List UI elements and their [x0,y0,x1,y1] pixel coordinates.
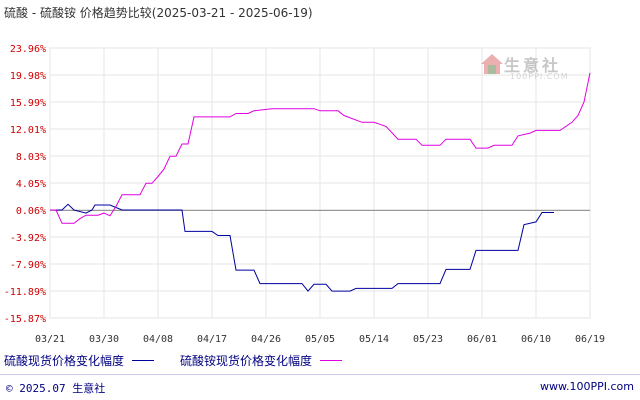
x-tick-label: 05/14 [359,334,389,345]
legend-swatch-series1 [132,360,155,361]
watermark-logo: 生意社 100PPI.COM [480,52,568,81]
watermark-name: 生意社 [504,56,562,75]
x-tick-label: 06/01 [467,334,497,345]
x-tick-label: 05/05 [305,334,335,345]
y-tick-label: 0.06% [16,206,46,217]
x-tick-label: 06/10 [521,334,551,345]
footer-copyright: © 2025.07 生意社 [6,382,106,395]
y-tick-label: 19.98% [10,71,46,82]
y-tick-label: 12.01% [10,125,46,136]
x-axis-ticks: 03/21 03/30 04/08 04/17 04/26 05/05 05/14 05/23… [35,334,605,345]
x-tick-label: 06/19 [575,334,605,345]
x-tick-label: 04/17 [197,334,227,345]
y-tick-label: -7.90% [10,260,46,271]
series-layer [50,72,591,292]
x-tick-label: 03/30 [89,334,119,345]
x-tick-label: 05/23 [413,334,443,345]
y-tick-label: 15.99% [10,98,46,109]
series-line-1 [50,203,554,292]
footer: © 2025.07 生意社 www.100PPI.com [0,374,640,400]
y-tick-label: -11.89% [4,287,46,298]
watermark-url: 100PPI.COM [510,72,569,81]
legend-label-series2: 硫酸铵现货价格变化幅度 [180,354,313,368]
legend: 硫酸现货价格变化幅度 硫酸铵现货价格变化幅度 [4,352,368,369]
y-tick-label: -15.87% [4,314,46,325]
y-tick-label: 8.03% [16,152,46,163]
y-tick-label: -3.92% [10,233,46,244]
grid-vertical [49,48,591,318]
x-tick-label: 04/08 [143,334,173,345]
series-line-2 [50,72,591,224]
legend-label-series1: 硫酸现货价格变化幅度 [4,354,125,368]
y-tick-label: 4.05% [16,179,46,190]
y-tick-label: 23.96% [10,44,46,55]
chart-title: 硫酸 - 硫酸铵 价格趋势比较(2025-03-21 - 2025-06-19) [4,6,313,20]
house-logo-icon [481,54,503,74]
y-axis-ticks: 23.96% 19.98% 15.99% 12.01% 8.03% 4.05% 0.06% -… [4,44,46,325]
footer-site-link[interactable]: www.100PPI.com [540,380,634,393]
line-chart: 23.96% 19.98% 15.99% 12.01% 8.03% 4.05% 0.06% -… [4,44,605,345]
footer-divider [0,374,640,375]
x-tick-label: 04/26 [251,334,281,345]
x-tick-label: 03/21 [35,334,65,345]
legend-swatch-series2 [320,360,343,361]
